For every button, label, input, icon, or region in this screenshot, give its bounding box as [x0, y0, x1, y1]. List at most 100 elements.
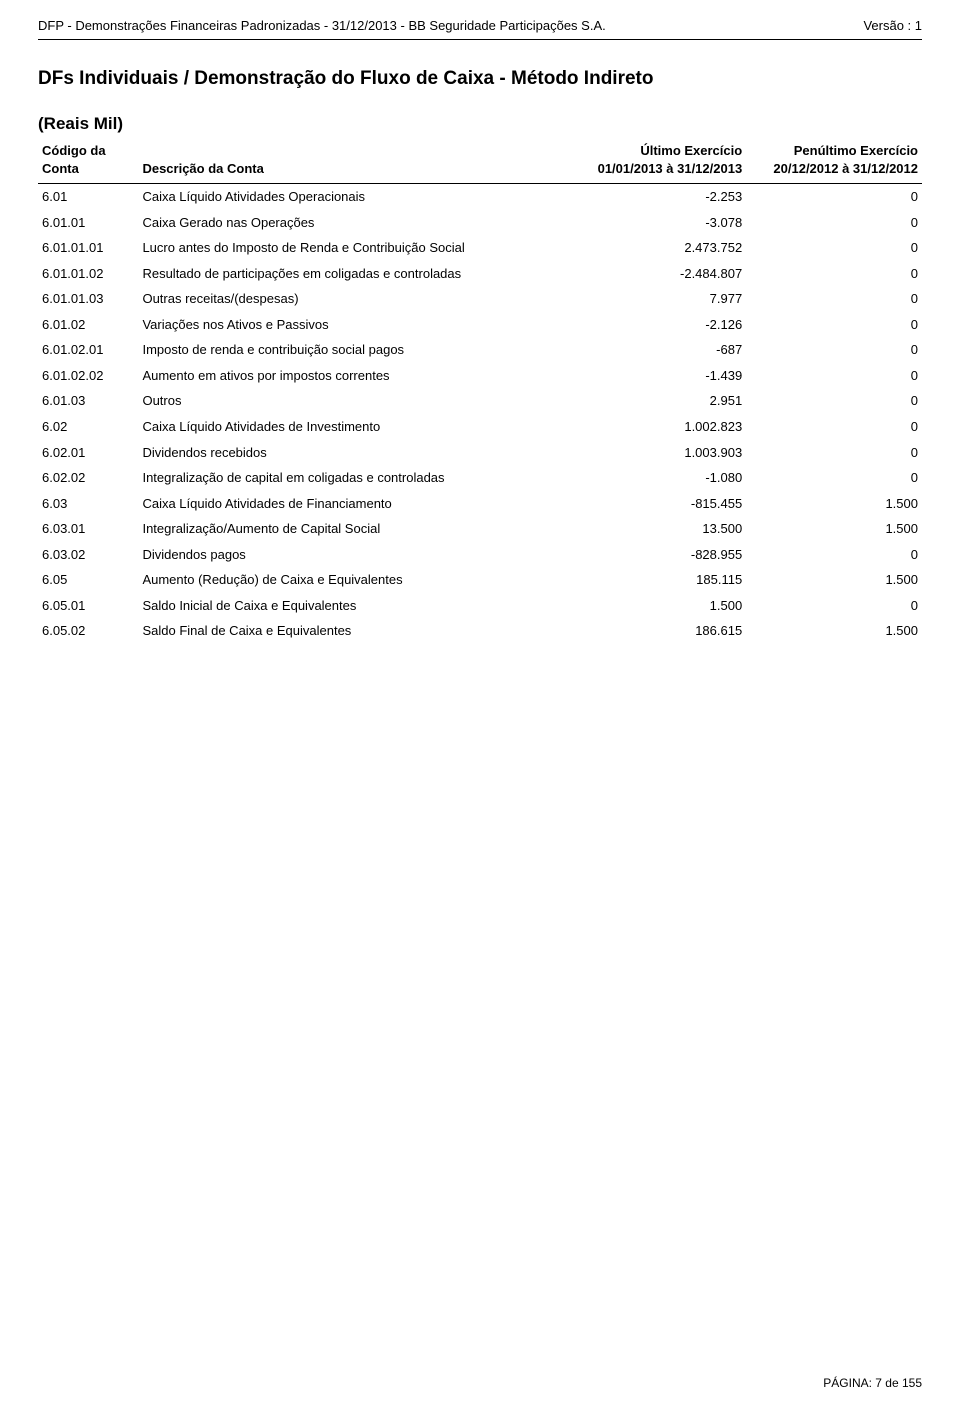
cell-desc: Lucro antes do Imposto de Renda e Contri… — [138, 235, 570, 261]
cell-desc: Integralização/Aumento de Capital Social — [138, 516, 570, 542]
cell-code: 6.05.01 — [38, 593, 138, 619]
cell-current: 1.500 — [570, 593, 746, 619]
statement-title: DFs Individuais / Demonstração do Fluxo … — [38, 68, 922, 90]
cell-code: 6.01.02.02 — [38, 363, 138, 389]
cell-prior: 0 — [746, 312, 922, 338]
cell-code: 6.01.02 — [38, 312, 138, 338]
table-row: 6.02Caixa Líquido Atividades de Investim… — [38, 414, 922, 440]
col-header-desc: Descrição da Conta — [138, 138, 570, 184]
col-header-code: Código da Conta — [38, 138, 138, 184]
cell-current: -1.080 — [570, 465, 746, 491]
table-row: 6.01.01Caixa Gerado nas Operações-3.0780 — [38, 210, 922, 236]
col-header-code-l2: Conta — [42, 161, 79, 176]
units-subtitle: (Reais Mil) — [38, 114, 922, 134]
cell-current: 1.003.903 — [570, 440, 746, 466]
cell-current: 2.951 — [570, 388, 746, 414]
cell-current: -2.484.807 — [570, 261, 746, 287]
col-header-current-l1: Último Exercício — [640, 143, 742, 158]
table-row: 6.03Caixa Líquido Atividades de Financia… — [38, 491, 922, 517]
page-footer: PÁGINA: 7 de 155 — [823, 1376, 922, 1390]
cell-code: 6.01.03 — [38, 388, 138, 414]
cashflow-table: Código da Conta Descrição da Conta Últim… — [38, 138, 922, 644]
cell-current: -815.455 — [570, 491, 746, 517]
cell-desc: Variações nos Ativos e Passivos — [138, 312, 570, 338]
table-row: 6.03.02Dividendos pagos-828.9550 — [38, 542, 922, 568]
cell-current: -3.078 — [570, 210, 746, 236]
table-row: 6.03.01Integralização/Aumento de Capital… — [38, 516, 922, 542]
cell-prior: 0 — [746, 363, 922, 389]
cell-current: 185.115 — [570, 567, 746, 593]
cell-code: 6.01.01.03 — [38, 286, 138, 312]
table-row: 6.01.01.01Lucro antes do Imposto de Rend… — [38, 235, 922, 261]
cell-code: 6.01.01.01 — [38, 235, 138, 261]
col-header-prior-l2: 20/12/2012 à 31/12/2012 — [773, 161, 918, 176]
col-header-prior-l1: Penúltimo Exercício — [794, 143, 918, 158]
cell-current: 1.002.823 — [570, 414, 746, 440]
cell-desc: Dividendos recebidos — [138, 440, 570, 466]
header-rule — [38, 39, 922, 40]
page: DFP - Demonstrações Financeiras Padroniz… — [0, 0, 960, 1412]
cell-current: -2.126 — [570, 312, 746, 338]
cell-desc: Caixa Líquido Atividades de Financiament… — [138, 491, 570, 517]
cell-desc: Caixa Gerado nas Operações — [138, 210, 570, 236]
table-row: 6.05Aumento (Redução) de Caixa e Equival… — [38, 567, 922, 593]
cell-current: -2.253 — [570, 184, 746, 210]
cell-code: 6.05 — [38, 567, 138, 593]
cell-desc: Imposto de renda e contribuição social p… — [138, 337, 570, 363]
doc-header-right: Versão : 1 — [863, 18, 922, 33]
cell-prior: 0 — [746, 261, 922, 287]
table-row: 6.01.01.03Outras receitas/(despesas)7.97… — [38, 286, 922, 312]
table-row: 6.02.02Integralização de capital em coli… — [38, 465, 922, 491]
cell-desc: Dividendos pagos — [138, 542, 570, 568]
cell-code: 6.03 — [38, 491, 138, 517]
table-body: 6.01Caixa Líquido Atividades Operacionai… — [38, 184, 922, 644]
table-header: Código da Conta Descrição da Conta Últim… — [38, 138, 922, 184]
cell-desc: Saldo Final de Caixa e Equivalentes — [138, 618, 570, 644]
cell-code: 6.02 — [38, 414, 138, 440]
table-row: 6.01.02.01Imposto de renda e contribuiçã… — [38, 337, 922, 363]
cell-code: 6.02.02 — [38, 465, 138, 491]
col-header-current-l2: 01/01/2013 à 31/12/2013 — [598, 161, 743, 176]
cell-desc: Outras receitas/(despesas) — [138, 286, 570, 312]
cell-desc: Outros — [138, 388, 570, 414]
table-row: 6.02.01Dividendos recebidos1.003.9030 — [38, 440, 922, 466]
table-row: 6.01.03Outros2.9510 — [38, 388, 922, 414]
cell-current: -687 — [570, 337, 746, 363]
cell-desc: Caixa Líquido Atividades de Investimento — [138, 414, 570, 440]
cell-prior: 0 — [746, 593, 922, 619]
cell-prior: 0 — [746, 388, 922, 414]
cell-current: 2.473.752 — [570, 235, 746, 261]
col-header-code-l1: Código da — [42, 143, 106, 158]
cell-prior: 0 — [746, 465, 922, 491]
cell-prior: 0 — [746, 414, 922, 440]
cell-code: 6.03.02 — [38, 542, 138, 568]
cell-desc: Integralização de capital em coligadas e… — [138, 465, 570, 491]
cell-code: 6.02.01 — [38, 440, 138, 466]
document-header: DFP - Demonstrações Financeiras Padroniz… — [38, 18, 922, 39]
cell-current: -1.439 — [570, 363, 746, 389]
cell-prior: 0 — [746, 440, 922, 466]
cell-prior: 1.500 — [746, 491, 922, 517]
cell-code: 6.01 — [38, 184, 138, 210]
table-row: 6.05.02Saldo Final de Caixa e Equivalent… — [38, 618, 922, 644]
cell-prior: 1.500 — [746, 618, 922, 644]
cell-prior: 1.500 — [746, 567, 922, 593]
cell-code: 6.01.02.01 — [38, 337, 138, 363]
table-row: 6.01.01.02Resultado de participações em … — [38, 261, 922, 287]
cell-code: 6.01.01.02 — [38, 261, 138, 287]
col-header-desc-l1: Descrição da Conta — [142, 161, 263, 176]
cell-code: 6.05.02 — [38, 618, 138, 644]
cell-desc: Resultado de participações em coligadas … — [138, 261, 570, 287]
cell-prior: 0 — [746, 184, 922, 210]
table-row: 6.01Caixa Líquido Atividades Operacionai… — [38, 184, 922, 210]
doc-header-left: DFP - Demonstrações Financeiras Padroniz… — [38, 18, 606, 33]
cell-code: 6.01.01 — [38, 210, 138, 236]
cell-current: 186.615 — [570, 618, 746, 644]
cell-code: 6.03.01 — [38, 516, 138, 542]
cell-prior: 0 — [746, 337, 922, 363]
table-row: 6.05.01Saldo Inicial de Caixa e Equivale… — [38, 593, 922, 619]
cell-desc: Aumento (Redução) de Caixa e Equivalente… — [138, 567, 570, 593]
cell-desc: Caixa Líquido Atividades Operacionais — [138, 184, 570, 210]
cell-prior: 0 — [746, 542, 922, 568]
cell-current: -828.955 — [570, 542, 746, 568]
